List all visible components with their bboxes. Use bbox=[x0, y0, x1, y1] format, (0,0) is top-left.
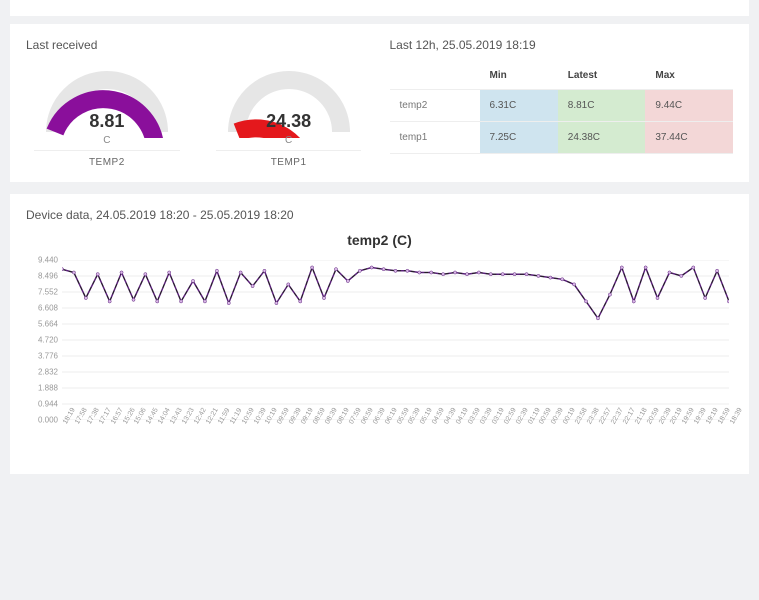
y-tick-label: 2.832 bbox=[38, 368, 58, 377]
table-header: Min bbox=[480, 62, 558, 90]
y-tick-label: 7.552 bbox=[38, 288, 58, 297]
gauge-unit: C bbox=[219, 135, 359, 146]
row-label: temp2 bbox=[390, 90, 480, 122]
y-tick-label: 0.944 bbox=[38, 400, 58, 409]
chart-plot bbox=[62, 260, 729, 420]
table-header: Latest bbox=[558, 62, 646, 90]
y-tick-label: 1.888 bbox=[38, 384, 58, 393]
x-axis-labels: 18:1917:5817:3817:1716:5715:2615:0614:45… bbox=[62, 420, 729, 460]
gauge-value: 24.38 bbox=[219, 111, 359, 132]
row-label: temp1 bbox=[390, 122, 480, 154]
gauge-value: 8.81 bbox=[37, 111, 177, 132]
cell-min: 6.31C bbox=[480, 90, 558, 122]
last12h-table: MinLatestMaxtemp26.31C8.81C9.44Ctemp17.2… bbox=[390, 62, 734, 154]
gauge-temp2: 8.81 C TEMP2 bbox=[26, 62, 188, 168]
chart-title: temp2 (C) bbox=[26, 232, 733, 248]
last12h-title: Last 12h, 25.05.2019 18:19 bbox=[390, 38, 734, 52]
y-tick-label: 4.720 bbox=[38, 336, 58, 345]
table-header: Max bbox=[645, 62, 733, 90]
cell-min: 7.25C bbox=[480, 122, 558, 154]
cell-latest: 8.81C bbox=[558, 90, 646, 122]
y-tick-label: 8.496 bbox=[38, 272, 58, 281]
last12h-section: Last 12h, 25.05.2019 18:19 MinLatestMaxt… bbox=[390, 38, 734, 168]
gauge-unit: C bbox=[37, 135, 177, 146]
cell-max: 9.44C bbox=[645, 90, 733, 122]
panel-summary: Last received 8.81 C TEMP2 24.38 C bbox=[10, 24, 749, 182]
y-tick-label: 0.000 bbox=[38, 416, 58, 425]
gauge-label: TEMP1 bbox=[208, 157, 370, 168]
device-data-title: Device data, 24.05.2019 18:20 - 25.05.20… bbox=[26, 208, 733, 222]
y-tick-label: 6.608 bbox=[38, 304, 58, 313]
gauge-temp1: 24.38 C TEMP1 bbox=[208, 62, 370, 168]
table-row: temp17.25C24.38C37.44C bbox=[390, 122, 734, 154]
table-header bbox=[390, 62, 480, 90]
last-received-section: Last received 8.81 C TEMP2 24.38 C bbox=[26, 38, 370, 168]
top-spacer bbox=[10, 0, 749, 16]
y-tick-label: 9.440 bbox=[38, 256, 58, 265]
y-axis-labels: 9.4408.4967.5526.6085.6644.7203.7762.832… bbox=[26, 260, 60, 420]
gauge-label: TEMP2 bbox=[26, 157, 188, 168]
y-tick-label: 5.664 bbox=[38, 320, 58, 329]
panel-chart: Device data, 24.05.2019 18:20 - 25.05.20… bbox=[10, 194, 749, 474]
chart-area: 9.4408.4967.5526.6085.6644.7203.7762.832… bbox=[26, 260, 733, 460]
cell-latest: 24.38C bbox=[558, 122, 646, 154]
cell-max: 37.44C bbox=[645, 122, 733, 154]
table-row: temp26.31C8.81C9.44C bbox=[390, 90, 734, 122]
y-tick-label: 3.776 bbox=[38, 352, 58, 361]
last-received-title: Last received bbox=[26, 38, 370, 52]
